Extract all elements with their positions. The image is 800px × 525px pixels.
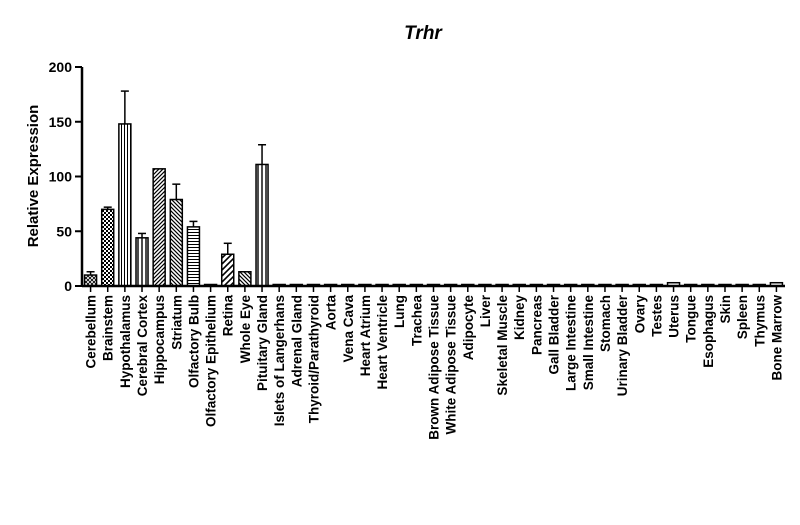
x-tick-label: Thymus xyxy=(752,295,767,347)
x-tick-label: Vena Cava xyxy=(341,295,356,363)
x-tick-label: Thyroid/Parathyroid xyxy=(306,295,321,423)
x-tick-label: Olfactory Epithelium xyxy=(204,295,219,427)
bar xyxy=(152,168,166,287)
x-tick-label: White Adipose Tissue xyxy=(444,295,459,435)
x-tick-label: Olfactory Bulb xyxy=(186,295,201,388)
x-tick-label: Heart Atrium xyxy=(358,295,373,376)
y-tick-label: 50 xyxy=(56,223,72,239)
x-tick-label: Retina xyxy=(221,295,236,337)
x-tick-label: Small Intestine xyxy=(581,295,596,391)
x-tick-label: Heart Ventricle xyxy=(375,295,390,390)
bar xyxy=(83,274,98,287)
y-tick-label: 200 xyxy=(49,59,73,75)
bar xyxy=(118,123,132,287)
x-tick-label: Cerebral Cortex xyxy=(135,295,150,397)
x-tick-label: Trachea xyxy=(409,295,424,347)
bar xyxy=(220,253,235,287)
x-tick-label: Esophagus xyxy=(701,295,716,368)
x-tick-label: Tongue xyxy=(684,295,699,343)
x-tick-label: Large Intestine xyxy=(564,295,579,392)
x-tick-label: Kidney xyxy=(512,295,527,341)
y-tick-label: 150 xyxy=(49,114,73,130)
bars xyxy=(83,90,784,287)
x-tick-label: Skeletal Muscle xyxy=(495,295,510,396)
bar xyxy=(238,271,252,287)
x-tick-label: Adipocyte xyxy=(461,295,476,361)
bar xyxy=(135,237,149,287)
x-tick-label: Gall Bladder xyxy=(547,294,562,374)
x-tick-label: Testes xyxy=(649,295,664,337)
bar xyxy=(255,163,269,287)
y-axis-label: Relative Expression xyxy=(25,105,42,248)
x-tick-label: Cerebellum xyxy=(84,295,99,369)
x-tick-label: Pancreas xyxy=(529,295,544,355)
bar xyxy=(100,208,115,287)
x-tick-label: Uterus xyxy=(667,295,682,338)
x-tick-label: Brown Adipose Tissue xyxy=(427,295,442,440)
x-tick-label: Brainstem xyxy=(101,295,116,361)
x-tick-label: Whole Eye xyxy=(238,295,253,364)
x-tick-label: Spleen xyxy=(735,295,750,339)
chart-title: Trhr xyxy=(404,23,443,44)
x-tick-label: Adrenal Gland xyxy=(289,295,304,387)
x-tick-label: Striatum xyxy=(169,295,184,350)
x-tick-label: Islets of Langerhans xyxy=(272,295,287,426)
x-tick-label: Pituitary Gland xyxy=(255,295,270,391)
bar xyxy=(186,226,201,287)
y-tick-label: 100 xyxy=(49,169,73,185)
y-tick-label: 0 xyxy=(64,278,72,294)
x-tick-label: Lung xyxy=(392,295,407,328)
x-axis: Cerebellum Brainstem Hypothalamus Cerebral … xyxy=(82,284,785,440)
x-tick-label: Hippocampus xyxy=(152,295,167,384)
x-tick-label: Hypothalamus xyxy=(118,295,133,388)
x-tick-label: Ovary xyxy=(632,295,647,334)
x-tick-label: Aorta xyxy=(324,295,339,331)
x-tick-label: Liver xyxy=(478,294,493,327)
y-axis: 0 50 100 150 200 xyxy=(49,59,84,294)
x-tick-label: Skin xyxy=(718,295,733,324)
x-tick-label: Bone Marrow xyxy=(769,295,784,381)
bar xyxy=(169,198,184,287)
x-tick-label: Stomach xyxy=(598,295,613,352)
x-tick-label: Urinary Bladder xyxy=(615,294,630,396)
